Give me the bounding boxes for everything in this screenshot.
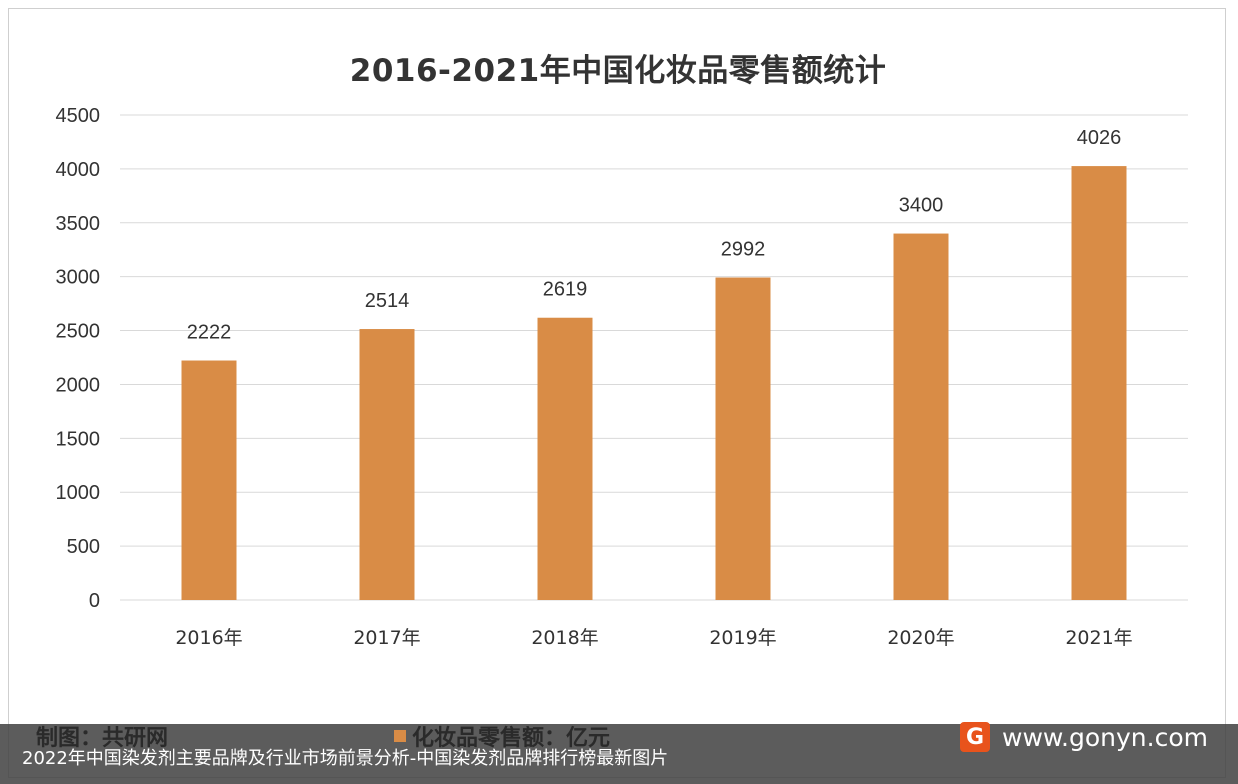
legend: 化妆品零售额：亿元 [394,720,610,752]
x-tick-label: 2016年 [175,627,242,649]
bar [537,317,593,600]
bar-chart: 0 500 1000 1500 2000 2500 3000 3500 4000 4500 2222… [56,105,1188,649]
y-tick-label: 4000 [56,159,101,181]
y-tick-label: 1000 [56,482,101,504]
data-label: 2222 [187,322,232,344]
legend-label: 化妆品零售额：亿元 [412,726,611,751]
brand: G www.gonyn.com [960,722,1208,752]
data-label: 2514 [365,290,410,312]
bar [893,233,949,601]
source-label: 制图：共研网 [36,726,169,751]
y-tick-label: 4500 [56,105,101,127]
gonyn-logo-icon: G [960,722,991,752]
x-tick-label: 2019年 [709,627,776,649]
y-tick-label: 500 [67,536,100,558]
image-caption: 2022年中国染发剂主要品牌及行业市场前景分析-中国染发剂品牌排行榜最新图片 [22,748,669,769]
brand-url: www.gonyn.com [1002,722,1208,752]
bar [1071,166,1127,600]
y-tick-label: 2500 [56,321,101,343]
y-tick-label: 0 [89,590,100,612]
bar [715,277,771,600]
x-tick-label: 2021年 [1065,627,1132,649]
data-label: 2619 [543,279,588,301]
data-label: 4026 [1077,127,1122,149]
legend-swatch [394,730,406,742]
y-tick-label: 1500 [56,428,101,450]
bar [181,360,237,600]
data-label: 3400 [899,195,944,217]
y-tick-label: 3500 [56,213,101,235]
x-tick-label: 2018年 [531,627,598,649]
x-tick-label: 2020年 [887,627,954,649]
y-tick-label: 2000 [56,374,101,396]
bar [359,329,415,600]
caption-bar [0,724,1238,784]
y-tick-label: 3000 [56,267,101,289]
data-label: 2992 [721,239,766,261]
x-tick-label: 2017年 [353,627,420,649]
chart-title: 2016-2021年中国化妆品零售额统计 [349,53,887,89]
